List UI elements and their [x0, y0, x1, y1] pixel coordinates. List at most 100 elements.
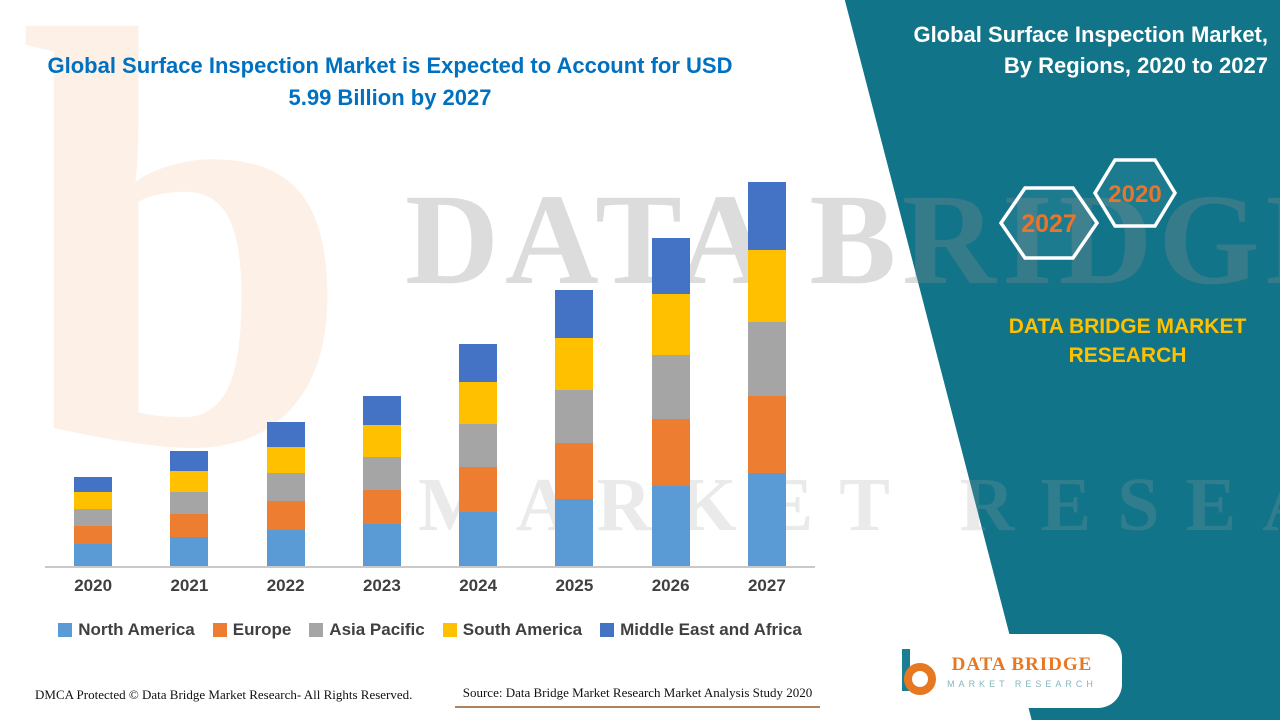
chart-legend: North America Europe Asia Pacific South … [45, 620, 815, 640]
bar-groups [45, 148, 815, 568]
bar-stack-2023 [362, 396, 401, 566]
bar-segment-europe [74, 526, 113, 544]
bar-segment-middle-east-and-africa [747, 182, 786, 250]
bar-segment-north-america [747, 473, 786, 566]
bar-chart: 2020 2021 2022 2023 2024 2025 2026 2027 North A… [45, 148, 815, 640]
bar-segment-middle-east-and-africa [170, 451, 209, 471]
bar-segment-north-america [74, 544, 113, 566]
bar-segment-asia-pacific [362, 457, 401, 490]
legend-swatch [442, 623, 457, 637]
bar-segment-middle-east-and-africa [651, 238, 690, 294]
dbmr-logo-tagline: MARKET RESEARCH [947, 678, 1097, 689]
bar-segment-europe [555, 443, 594, 499]
bar-segment-asia-pacific [651, 355, 690, 419]
x-axis-labels: 2020 2021 2022 2023 2024 2025 2026 2027 [45, 576, 815, 596]
bar-stack-2026 [651, 238, 690, 566]
bar-stack-2024 [459, 344, 498, 566]
bar-segment-north-america [459, 512, 498, 566]
dbmr-logo-box: DATA BRIDGE MARKET RESEARCH [872, 634, 1122, 708]
bar-stack-2021 [170, 451, 209, 566]
bar-stack-2020 [74, 477, 113, 566]
bar-segment-middle-east-and-africa [266, 422, 305, 447]
bar-stack-2022 [266, 422, 305, 566]
bar-stack-2027 [747, 182, 786, 566]
legend-item: Europe [212, 620, 292, 640]
hexagon-2020-icon [1092, 158, 1178, 228]
bar-segment-europe [459, 467, 498, 512]
bar-segment-south-america [74, 492, 113, 509]
bar-segment-middle-east-and-africa [74, 477, 113, 492]
bar-segment-north-america [555, 499, 594, 566]
legend-item: Asia Pacific [309, 620, 425, 640]
legend-label: Middle East and Africa [620, 620, 802, 639]
legend-item: North America [58, 620, 195, 640]
bar-segment-europe [747, 396, 786, 473]
legend-swatch [600, 623, 615, 637]
bar-segment-middle-east-and-africa [459, 344, 498, 382]
bar-group-2020 [45, 477, 141, 566]
bar-segment-north-america [362, 524, 401, 566]
bar-group-2022 [238, 422, 334, 566]
panel-brand-line1: DATA BRIDGE MARKET [1008, 315, 1247, 338]
bar-segment-europe [362, 490, 401, 524]
panel-title-line1: Global Surface Inspection Market, [913, 22, 1268, 47]
bar-group-2023 [334, 396, 430, 566]
legend-swatch [212, 623, 227, 637]
bar-segment-europe [651, 419, 690, 486]
legend-swatch [58, 623, 73, 637]
bar-group-2025 [526, 290, 622, 566]
x-tick-label: 2024 [459, 576, 498, 595]
bar-segment-middle-east-and-africa [362, 396, 401, 425]
x-tick-label: 2026 [651, 576, 690, 595]
hexagon-label-2027: 2027 [1021, 210, 1077, 238]
legend-label: Asia Pacific [329, 620, 425, 639]
x-tick-label: 2025 [555, 576, 594, 595]
bar-segment-south-america [459, 382, 498, 424]
bar-group-2027 [719, 182, 815, 566]
legend-label: South America [462, 620, 583, 639]
bar-segment-south-america [555, 338, 594, 390]
bar-segment-asia-pacific [266, 473, 305, 501]
bar-segment-south-america [266, 447, 305, 473]
bar-segment-south-america [651, 294, 690, 355]
x-tick-label: 2023 [362, 576, 401, 595]
bar-segment-north-america [170, 537, 209, 566]
dbmr-logo-text: DATA BRIDGE MARKET RESEARCH [947, 654, 1097, 689]
legend-item: South America [442, 620, 583, 640]
bar-segment-europe [170, 514, 209, 537]
panel-title: Global Surface Inspection Market, By Reg… [888, 20, 1268, 82]
legend-label: North America [78, 620, 195, 639]
year-hexagons: 2027 2020 [998, 158, 1178, 260]
legend-swatch [309, 623, 324, 637]
panel-brand: DATA BRIDGE MARKET RESEARCH [985, 312, 1270, 371]
bar-segment-south-america [362, 425, 401, 457]
bar-segment-asia-pacific [747, 322, 786, 396]
panel-brand-line2: RESEARCH [1068, 344, 1187, 368]
bar-group-2026 [623, 238, 719, 566]
bar-segment-europe [266, 501, 305, 530]
panel-title-line2: By Regions, 2020 to 2027 [1003, 52, 1268, 78]
bar-segment-asia-pacific [170, 492, 209, 514]
bar-group-2021 [141, 451, 237, 566]
x-tick-label: 2022 [266, 576, 305, 595]
bar-stack-2025 [555, 290, 594, 566]
source-note: Source: Data Bridge Market Research Mark… [455, 685, 820, 708]
x-tick-label: 2027 [747, 576, 786, 595]
main-title: Global Surface Inspection Market is Expe… [47, 53, 733, 110]
bar-segment-asia-pacific [74, 509, 113, 526]
dbmr-logo-icon [902, 649, 937, 695]
dbmr-logo-name: DATA BRIDGE [951, 653, 1093, 675]
bar-segment-asia-pacific [459, 424, 498, 467]
bar-segment-north-america [266, 530, 305, 566]
x-tick-label: 2021 [170, 576, 209, 595]
bar-segment-south-america [747, 250, 786, 322]
bar-group-2024 [430, 344, 526, 566]
legend-label: Europe [232, 620, 292, 639]
dmca-notice: DMCA Protected © Data Bridge Market Rese… [35, 687, 413, 702]
bar-segment-asia-pacific [555, 390, 594, 443]
bar-segment-middle-east-and-africa [555, 290, 594, 338]
hexagon-label-2020: 2020 [1108, 181, 1161, 208]
x-tick-label: 2020 [74, 576, 113, 595]
legend-item: Middle East and Africa [600, 620, 802, 640]
